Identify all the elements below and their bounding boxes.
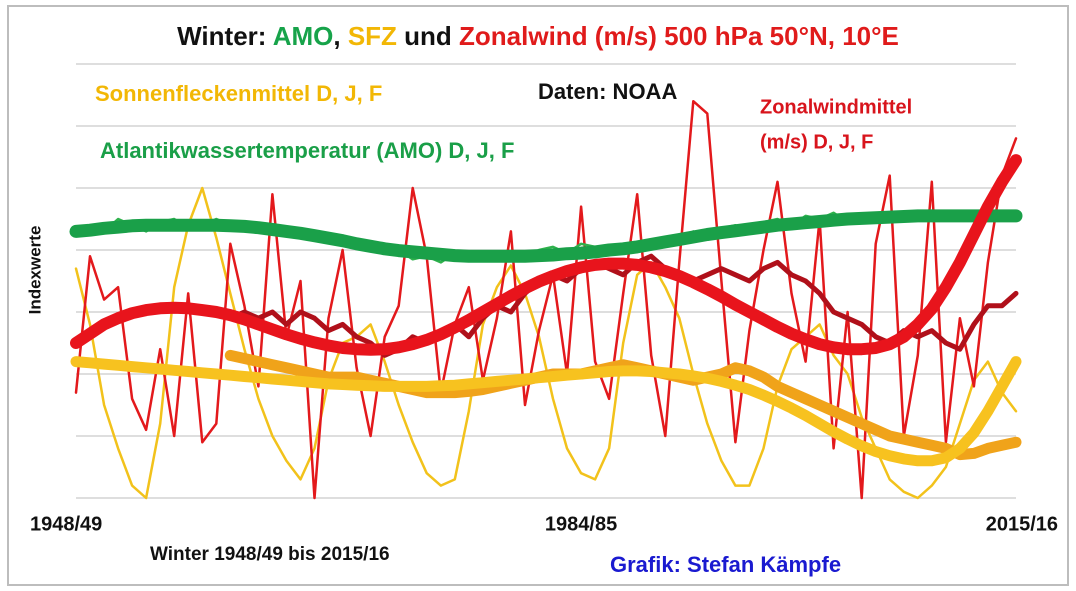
title-part: Zonalwind (m/s) 500 hPa 50°N, 10°E	[459, 21, 899, 51]
chart-title: Winter: AMO, SFZ und Zonalwind (m/s) 500…	[177, 21, 899, 51]
series-line	[70, 154, 1022, 356]
frame	[7, 5, 1069, 586]
series-line	[74, 99, 1018, 500]
annotation: Zonalwindmittel	[760, 96, 912, 118]
title-part: AMO	[273, 21, 334, 51]
annotation: (m/s) D, J, F	[760, 131, 873, 153]
plot	[69, 99, 1023, 500]
series-line	[69, 209, 1023, 263]
series-line	[224, 349, 1022, 461]
x-tick-label: 1984/85	[545, 513, 617, 535]
title-part: SFZ	[348, 21, 397, 51]
annotation: Atlantikwassertemperatur (AMO) D, J, F	[100, 138, 514, 163]
title-part: und	[397, 21, 459, 51]
series-line	[70, 356, 1022, 467]
credit: Grafik: Stefan Kämpfe	[610, 552, 841, 577]
y-axis-label: Indexwerte	[25, 226, 44, 315]
x-axis-label: Winter 1948/49 bis 2015/16	[150, 544, 390, 565]
x-tick-label: 1948/49	[30, 513, 102, 535]
x-tick-label: 2015/16	[986, 513, 1058, 535]
annotation: Sonnenfleckenmittel D, J, F	[95, 81, 382, 106]
title-part: ,	[333, 21, 347, 51]
annotation: Daten: NOAA	[538, 79, 677, 104]
title-part: Winter:	[177, 21, 273, 51]
series-line	[74, 186, 1018, 500]
